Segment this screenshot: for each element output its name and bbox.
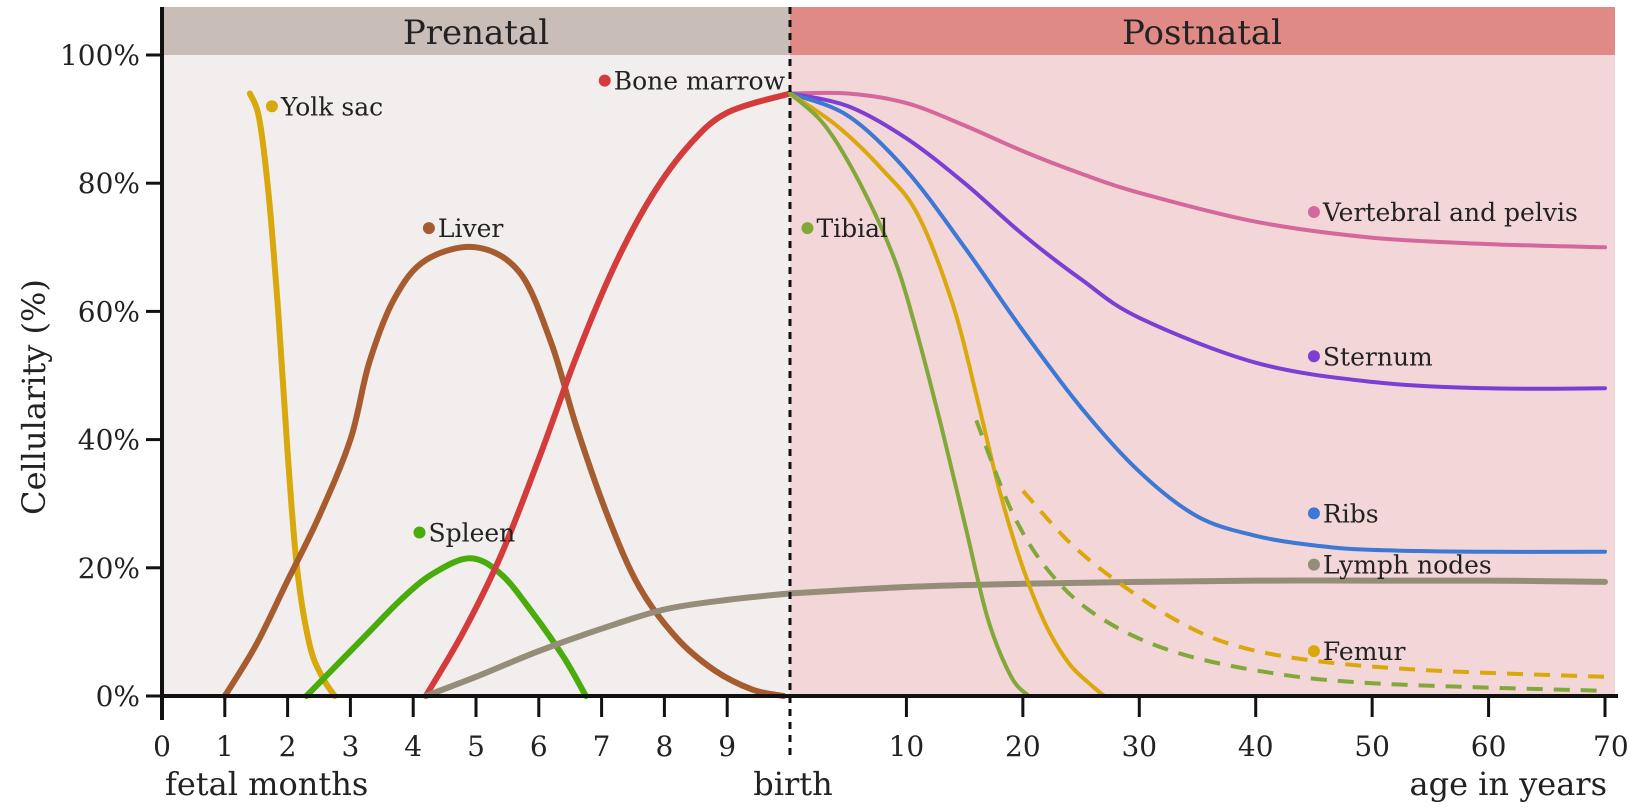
y-axis-title: Cellularity (%): [15, 279, 53, 515]
x-tick-label: 5: [467, 730, 485, 763]
series-line-sternum-postnatal: [788, 91, 1607, 391]
series-label-vertebral-and-pelvis: Vertebral and pelvis: [1322, 198, 1578, 227]
x-axis-prenatal-unit: fetal months: [165, 765, 368, 803]
y-tick-label: 60%: [78, 295, 140, 328]
x-tick-label: 3: [341, 730, 359, 763]
series-label-sternum: Sternum: [1323, 342, 1433, 371]
series-line-ribs-postnatal: [788, 91, 1607, 554]
series-label-dot-vertebral-and-pelvis: [1307, 206, 1320, 219]
series-line-liver-prenatal: [221, 243, 787, 699]
x-tick-label: 1: [216, 730, 234, 763]
y-tick-label: 0%: [96, 680, 140, 713]
series-line-femur-postnatal-dashed: [1021, 489, 1606, 679]
series-label-lymph-nodes: Lymph nodes: [1323, 551, 1492, 580]
series-line-bone-marrow-prenatal: [422, 90, 793, 699]
series-layer: [221, 90, 1608, 699]
postnatal-panel: [790, 55, 1615, 696]
x-tick-label: 10: [889, 730, 925, 763]
series-line-tibial-postnatal: [788, 91, 1031, 698]
x-tick-label: 40: [1238, 730, 1274, 763]
series-line-yolk-sac-prenatal: [246, 90, 338, 699]
y-ticks: 0% 20% 40% 60% 80% 100%: [60, 39, 162, 713]
prenatal-panel: [162, 55, 790, 696]
y-tick-label: 40%: [78, 424, 140, 457]
y-tick-label: 100%: [60, 39, 140, 72]
series-label-dot-yolk-sac: [265, 100, 278, 113]
prenatal-band: [162, 7, 790, 55]
x-tick-label: 70: [1593, 730, 1629, 763]
series-line-spleen-prenatal: [303, 555, 589, 699]
series-label-yolk-sac: Yolk sac: [280, 92, 383, 121]
series-label-dot-sternum: [1307, 350, 1320, 363]
x-tick-label: 4: [404, 730, 422, 763]
x-tick-label: 50: [1354, 730, 1390, 763]
series-label-dot-ribs: [1307, 507, 1320, 520]
series-line-lymph-nodes-prenatal: [422, 590, 793, 699]
prenatal-band-label: Prenatal: [403, 13, 549, 53]
series-line-vertebral-and-pelvis-postnatal: [788, 90, 1607, 250]
series-label-liver: Liver: [438, 214, 504, 243]
postnatal-band: [790, 7, 1615, 55]
postnatal-band-label: Postnatal: [1122, 13, 1282, 53]
series-label-dot-liver: [422, 222, 435, 235]
series-line-femur-postnatal: [788, 91, 1107, 698]
x-tick-label: 7: [593, 730, 611, 763]
series-label-femur: Femur: [1323, 637, 1406, 666]
series-label-dot-tibial: [801, 222, 814, 235]
series-labels: Yolk sac Liver Spleen Bone marrow Tibial Vert…: [265, 67, 1578, 666]
x-axis-birth-label: birth: [753, 765, 832, 803]
series-label-ribs: Ribs: [1323, 499, 1379, 528]
x-tick-label: 20: [1005, 730, 1041, 763]
series-line-tibial-postnatal-dashed: [974, 419, 1606, 693]
x-tick-label: 9: [718, 730, 736, 763]
x-ticks: 0 1 2 3 4 5 6 7 8 9 10 20 30 40 50 60 70: [153, 696, 1629, 763]
y-tick-label: 20%: [78, 552, 140, 585]
series-label-bone-marrow: Bone marrow: [614, 67, 786, 96]
x-tick-label: 0: [153, 730, 171, 763]
x-axis-postnatal-unit: age in years: [1410, 765, 1608, 803]
x-tick-label: 60: [1471, 730, 1507, 763]
series-label-dot-femur: [1307, 645, 1320, 658]
y-tick-label: 80%: [78, 167, 140, 200]
series-label-spleen: Spleen: [428, 519, 515, 548]
series-label-tibial: Tibial: [816, 214, 888, 243]
x-tick-label: 2: [279, 730, 297, 763]
x-tick-label: 30: [1121, 730, 1157, 763]
x-tick-label: 6: [530, 730, 548, 763]
series-label-dot-spleen: [413, 526, 426, 539]
series-label-dot-lymph-nodes: [1307, 558, 1320, 571]
series-line-lymph-nodes-postnatal: [787, 577, 1608, 597]
x-tick-label: 8: [655, 730, 673, 763]
series-label-dot-bone-marrow: [598, 74, 611, 87]
